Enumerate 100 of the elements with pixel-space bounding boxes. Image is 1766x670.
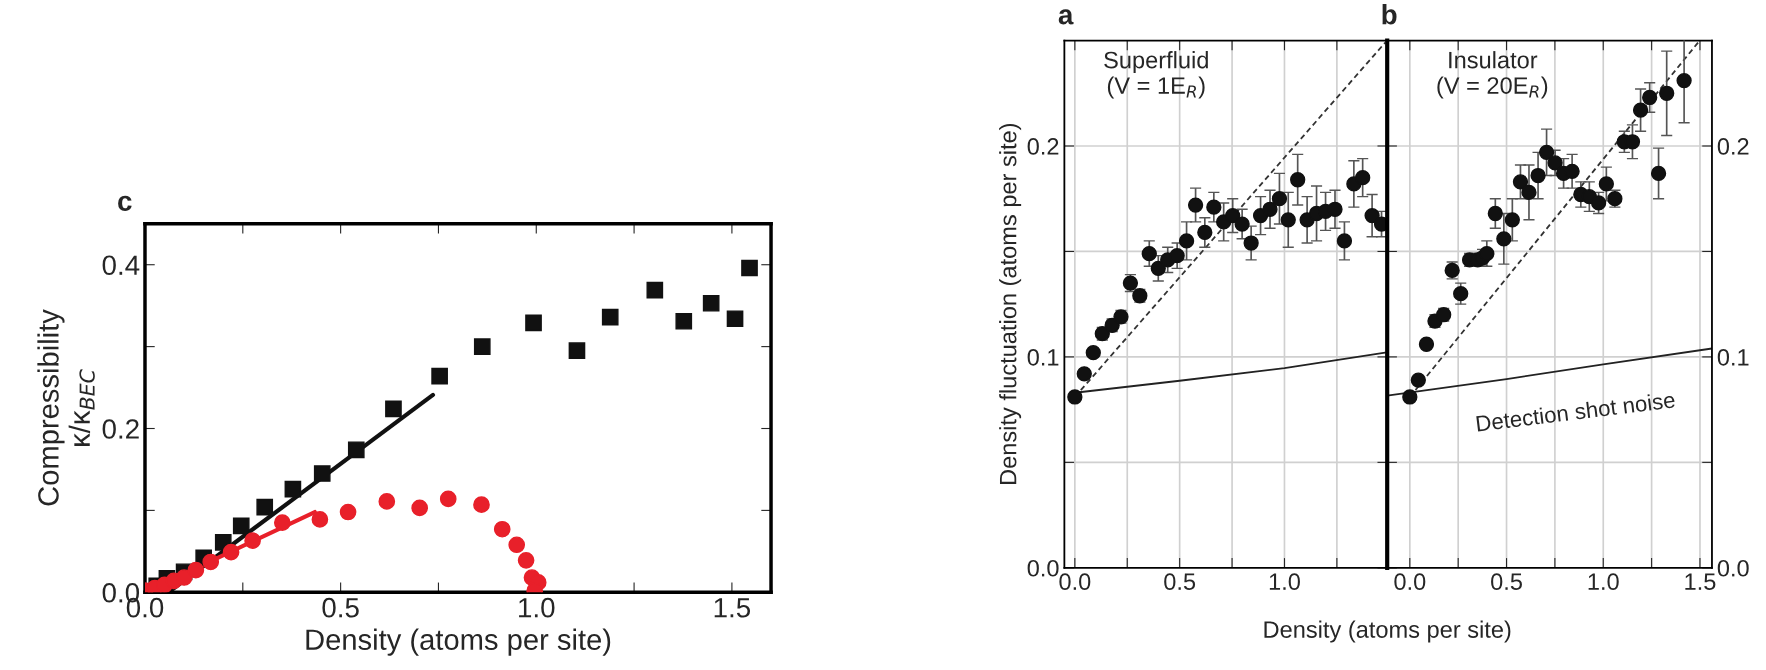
point: [187, 561, 205, 579]
point: [1659, 85, 1675, 101]
point: [1530, 167, 1546, 184]
point: [1067, 389, 1083, 405]
text: a: [1058, 9, 1074, 25]
point: [1336, 233, 1353, 249]
point: [1504, 212, 1520, 228]
point: [347, 441, 365, 459]
point: [222, 543, 240, 561]
point: [1243, 235, 1259, 251]
point: [244, 532, 261, 550]
point: [1178, 233, 1195, 249]
point: [1290, 172, 1306, 188]
point: [1197, 224, 1213, 241]
x-tick-label: 0.5: [322, 597, 359, 618]
point: [1085, 345, 1101, 361]
y-tick-label: 0.0: [1027, 559, 1059, 577]
point: [568, 342, 586, 360]
point: [1453, 285, 1469, 302]
x-tick-label: 0.5: [1164, 573, 1196, 591]
point: [313, 465, 331, 482]
point: [1512, 174, 1529, 190]
y-axis-title: Density fluctuation (atoms per site): [999, 123, 1022, 484]
x-tick-label: 1.5: [1685, 573, 1716, 591]
x-tick-label: 0.5: [1491, 573, 1522, 591]
point: [675, 312, 693, 330]
point: [1234, 216, 1250, 232]
y-tick-label: 0.4: [102, 255, 140, 276]
point: [1538, 144, 1555, 160]
point: [339, 503, 357, 521]
x-tick-label: 0.0: [1059, 573, 1091, 591]
point: [1141, 245, 1157, 262]
point: [232, 517, 250, 535]
text: c: [118, 195, 132, 211]
point: [175, 569, 193, 586]
x-tick-label: 0.0: [1394, 573, 1426, 591]
point: [1676, 72, 1692, 89]
point: [1418, 336, 1435, 352]
y-tick-label: 0.1: [1717, 348, 1749, 366]
point: [1169, 248, 1185, 264]
point: [517, 552, 535, 569]
point: [1364, 207, 1380, 224]
point: [473, 496, 490, 513]
y-tick-label: 0.0: [1717, 559, 1749, 577]
x-tick-label: 1.5: [714, 598, 751, 618]
point: [473, 338, 491, 355]
annotation: Detection shot noise: [1476, 391, 1676, 432]
y-tick-label: 0.2: [102, 419, 139, 439]
x-axis-title: Density (atoms per site): [1264, 620, 1511, 643]
x-axis-title: Density (atoms per site): [306, 628, 611, 656]
point: [256, 498, 274, 516]
point: [1187, 197, 1204, 213]
point: [508, 536, 526, 554]
point: [378, 493, 396, 510]
point: [1262, 201, 1278, 217]
point: [1280, 212, 1296, 228]
point: [284, 480, 302, 498]
point: [1547, 155, 1563, 171]
point: [1521, 184, 1537, 201]
point: [741, 259, 758, 277]
point: [1590, 195, 1607, 211]
point: [1650, 165, 1667, 182]
point: [646, 281, 664, 299]
point: [1271, 191, 1288, 207]
text: b: [1382, 4, 1397, 25]
y-axis-title: Compressibility κ/κ$_{BEC}$: [37, 309, 95, 506]
point: [702, 294, 720, 312]
point: [1598, 176, 1614, 192]
y-tick-label: 0.1: [1027, 348, 1059, 366]
point: [431, 367, 448, 385]
point: [1479, 245, 1495, 262]
point: [1150, 260, 1166, 276]
point: [1327, 201, 1343, 217]
point: [525, 314, 542, 332]
point: [493, 520, 511, 538]
point: [411, 499, 429, 517]
point: [202, 553, 220, 571]
y-tick-label: 0.2: [1027, 138, 1059, 155]
point: [1496, 231, 1512, 247]
point: [1410, 372, 1426, 388]
point: [273, 514, 291, 532]
point: [1206, 199, 1222, 215]
x-tick-label: 1.0: [519, 597, 555, 618]
point: [1642, 89, 1658, 106]
point: [1632, 102, 1649, 118]
point: [1402, 389, 1418, 405]
point: [601, 308, 619, 326]
point: [311, 511, 329, 528]
point: [1355, 169, 1371, 186]
y-tick-label: 0.2: [1717, 138, 1749, 155]
point: [1225, 207, 1241, 224]
point: [726, 310, 744, 328]
point: [1487, 205, 1503, 222]
point: [1076, 366, 1092, 382]
annotation: Superfluid (V = 1E$_{R}$): [1104, 51, 1208, 99]
x-tick-label: 1.0: [1269, 573, 1300, 591]
x-tick-label: 1.0: [1588, 573, 1619, 591]
point: [385, 400, 402, 418]
point: [1564, 163, 1580, 179]
point: [439, 490, 457, 508]
